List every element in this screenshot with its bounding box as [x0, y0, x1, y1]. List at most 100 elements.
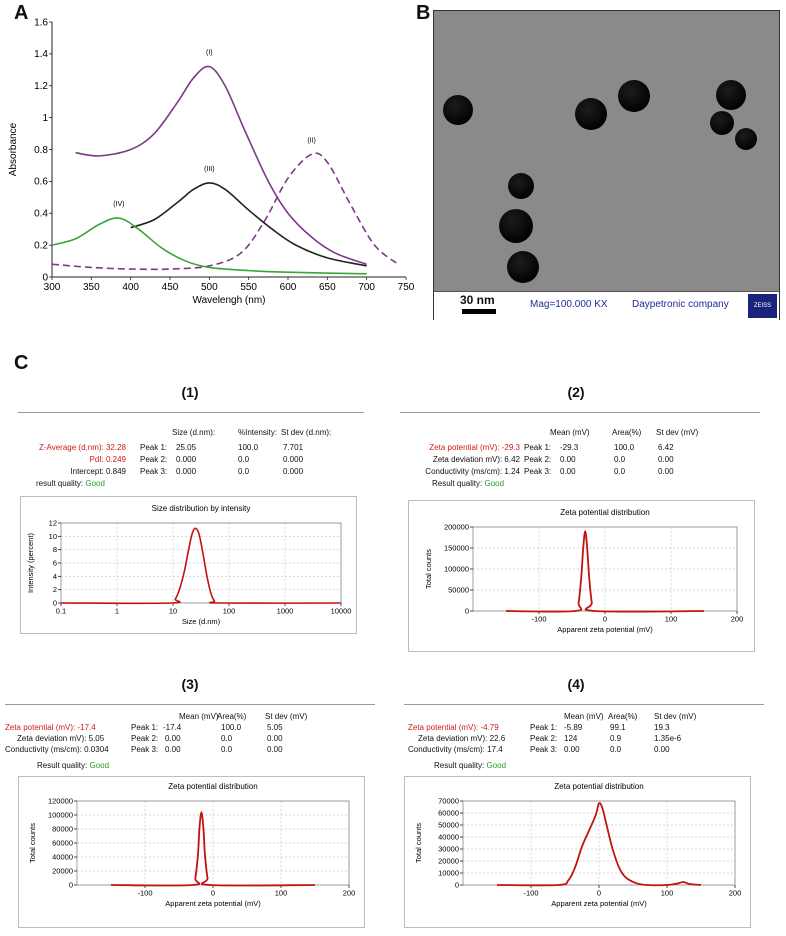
- peak-1-label: Peak 1:: [524, 443, 552, 452]
- y-tick-label: 150000: [444, 544, 469, 553]
- y-tick-label: 60000: [438, 809, 459, 818]
- result-quality: Result quality: Good: [434, 760, 506, 771]
- result-quality-label: Result quality:: [37, 761, 88, 770]
- nanoparticle: [508, 173, 534, 199]
- tem-micrograph: [434, 11, 779, 291]
- series-line-1: [60, 527, 342, 605]
- y-tick-label: 0: [465, 607, 469, 616]
- series-line-2: [51, 152, 399, 271]
- y-tick-label: 100000: [444, 565, 469, 574]
- zeta-deviation-value: Zeta deviation mV): 22.6: [418, 734, 506, 743]
- divider: [400, 412, 760, 413]
- y-tick-label: 200000: [444, 523, 469, 532]
- y-axis-label: Intensity (percent): [26, 532, 35, 593]
- section-4-summary: Mean (mV) Area(%) St dev (mV) Zeta poten…: [404, 706, 764, 781]
- x-tick-label: 400: [122, 282, 139, 293]
- x-axis-label: Wavelengh (nm): [193, 295, 266, 306]
- x-tick-label: -100: [523, 889, 538, 898]
- x-tick-label: 0.1: [56, 607, 66, 616]
- x-tick-label: 0: [211, 889, 215, 898]
- result-quality-value: Good: [85, 479, 105, 488]
- peak-1-label: Peak 1:: [530, 723, 558, 732]
- series-line-1: [110, 811, 316, 887]
- series-label: (II): [307, 137, 316, 144]
- series-line-1: [496, 802, 702, 887]
- x-tick-label: 200: [731, 615, 744, 624]
- x-tick-label: 600: [280, 282, 297, 293]
- section-1-title: (1): [181, 384, 199, 400]
- zeta-distribution-chart-2: Zeta potential distribution -100 0 100 200 0 5…: [424, 508, 744, 634]
- peak-2-label: Peak 2:: [140, 455, 168, 464]
- y-tick-label: 60000: [52, 839, 73, 848]
- peak-3-stdev: 0.00: [658, 467, 674, 476]
- peak-1-size: 25.05: [176, 443, 197, 452]
- peak-3-mean: 0.00: [560, 467, 576, 476]
- header-stdev: St dev (mV): [654, 712, 697, 721]
- result-quality: result quality: Good: [36, 478, 105, 489]
- result-quality: Result quality: Good: [37, 760, 109, 771]
- peak-1-stdev: 7.701: [283, 443, 304, 452]
- z-average-value: Z-Average (d.nm): 32.28: [38, 443, 126, 452]
- x-tick-label: 10000: [331, 607, 352, 616]
- peak-3-intensity: 0.0: [238, 467, 250, 476]
- series-label: (III): [204, 166, 215, 173]
- x-tick-label: 550: [240, 282, 257, 293]
- series-line-4: [51, 217, 367, 275]
- zeta-chart-4-box: Zeta potential distribution -100 0 100 200 0 1…: [404, 776, 751, 928]
- header-area: Area(%): [608, 712, 638, 721]
- x-tick-label: 0: [597, 889, 601, 898]
- x-tick-label: -100: [137, 889, 152, 898]
- x-tick-label: 100: [661, 889, 674, 898]
- panel-a-label: A: [14, 2, 29, 24]
- zeta-deviation-value: Zeta deviation mV): 5.05: [17, 734, 105, 743]
- peak-3-label: Peak 3:: [131, 745, 159, 754]
- header-intensity: %Intensity:: [238, 428, 278, 437]
- conductivity-value: Conductivity (ms/cm): 17.4: [408, 745, 503, 754]
- header-mean: Mean (mV): [179, 712, 219, 721]
- result-quality-value: Good: [89, 761, 110, 770]
- y-tick-label: 6: [53, 559, 57, 568]
- y-tick-label: 80000: [52, 825, 73, 834]
- peak-2-label: Peak 2:: [524, 455, 552, 464]
- peak-3-area: 0.0: [610, 745, 622, 754]
- magnification-label: Mag=100.000 KX: [530, 299, 608, 310]
- section-4-title: (4): [567, 676, 585, 692]
- y-tick-label: 0: [53, 599, 57, 608]
- nanoparticle: [507, 251, 539, 283]
- y-tick-label: 1.6: [34, 17, 48, 28]
- divider: [5, 704, 375, 705]
- peak-2-mean: 0.00: [560, 455, 576, 464]
- y-tick-label: 0: [455, 881, 459, 890]
- chart-title: Zeta potential distribution: [554, 782, 643, 791]
- nanoparticle: [735, 128, 757, 150]
- nanoparticle: [716, 80, 746, 110]
- peak-1-mean: -29.3: [560, 443, 579, 452]
- peak-2-size: 0.000: [176, 455, 197, 464]
- y-tick-label: 1.4: [34, 49, 48, 60]
- peak-1-area: 99.1: [610, 723, 626, 732]
- peak-3-label: Peak 3:: [524, 467, 552, 476]
- divider: [404, 704, 764, 705]
- x-tick-label: 200: [729, 889, 742, 898]
- divider: [18, 412, 364, 413]
- y-tick-label: 10000: [438, 869, 459, 878]
- conductivity-value: Conductivity (ms/cm): 0.0304: [5, 745, 109, 754]
- header-stdev: St dev (mV): [265, 712, 308, 721]
- y-tick-label: 0.4: [34, 209, 48, 220]
- zeta-potential-value: Zeta potential (mV): -17.4: [5, 723, 96, 732]
- series-label: (I): [206, 50, 213, 57]
- y-tick-label: 20000: [438, 857, 459, 866]
- peak-1-mean: -5.89: [564, 723, 583, 732]
- peak-3-mean: 0.00: [564, 745, 580, 754]
- peak-1-area: 100.0: [614, 443, 635, 452]
- x-tick-label: 100: [275, 889, 288, 898]
- section-1-summary: Size (d.nm): %Intensity: St dev (d.nm): …: [18, 414, 364, 489]
- peak-3-stdev: 0.00: [267, 745, 283, 754]
- x-tick-label: 350: [83, 282, 100, 293]
- x-axis-label: Apparent zeta potential (mV): [557, 625, 653, 634]
- section-3-title: (3): [181, 676, 199, 692]
- peak-2-area: 0.0: [614, 455, 626, 464]
- y-axis-label: Total counts: [424, 549, 433, 589]
- y-tick-label: 50000: [438, 821, 459, 830]
